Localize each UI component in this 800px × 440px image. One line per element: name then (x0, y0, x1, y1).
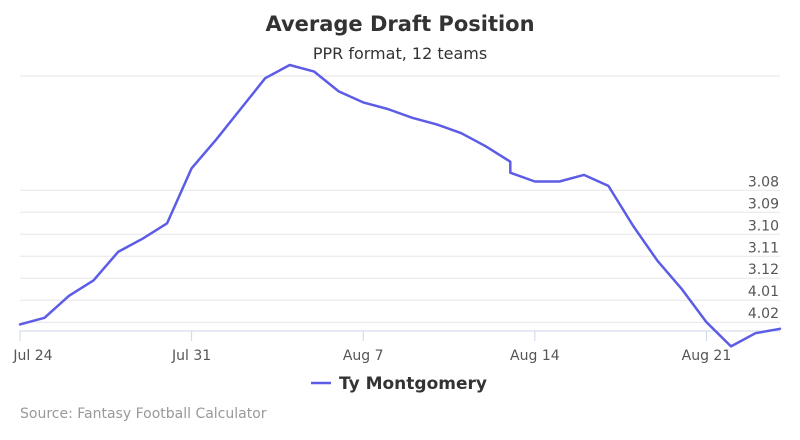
y-tick-label: 3.10 (748, 218, 779, 234)
y-tick-label: 3.12 (748, 262, 779, 278)
y-tick-label: 4.02 (748, 306, 779, 322)
x-axis-ticks: Jul 24 Jul 31 Aug 7 Aug 14 Aug 21 (12, 331, 731, 364)
legend-label[interactable]: Ty Montgomery (339, 374, 487, 394)
y-tick-label: 4.01 (748, 284, 779, 300)
chart-subtitle: PPR format, 12 teams (313, 44, 487, 63)
series-line-0[interactable] (18, 63, 782, 348)
chart-title: Average Draft Position (265, 12, 534, 36)
x-tick-label: Aug 21 (682, 348, 732, 364)
credits[interactable]: Source: Fantasy Football Calculator (20, 406, 267, 422)
x-tick-label: Aug 7 (343, 348, 384, 364)
x-tick-label: Jul 31 (171, 348, 211, 364)
legend[interactable]: Ty Montgomery (311, 374, 487, 394)
series-layer (18, 63, 782, 348)
y-tick-label: 3.09 (748, 196, 779, 212)
y-tick-label: 3.11 (748, 240, 779, 256)
x-tick-label: Aug 14 (510, 348, 560, 364)
y-tick-label: 3.08 (748, 174, 779, 190)
x-tick-label: Jul 24 (12, 348, 52, 364)
y-axis-ticks: 3.08 3.09 3.10 3.11 3.12 4.01 4.02 (748, 174, 779, 322)
gridlines (20, 75, 780, 323)
